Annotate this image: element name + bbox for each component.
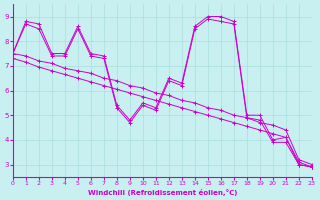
X-axis label: Windchill (Refroidissement éolien,°C): Windchill (Refroidissement éolien,°C) [88,189,237,196]
